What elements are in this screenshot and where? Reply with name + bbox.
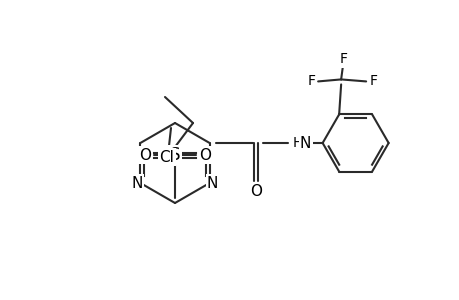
Text: O: O [139,148,151,163]
Text: N: N [207,176,218,190]
Text: O: O [199,148,211,163]
Text: H: H [292,136,302,150]
Text: S: S [169,146,180,164]
Text: N: N [131,176,143,190]
Text: O: O [249,184,261,199]
Text: F: F [338,52,347,66]
Text: Cl: Cl [159,149,174,164]
Text: F: F [307,74,314,88]
Text: N: N [299,136,311,152]
Text: F: F [368,74,376,88]
